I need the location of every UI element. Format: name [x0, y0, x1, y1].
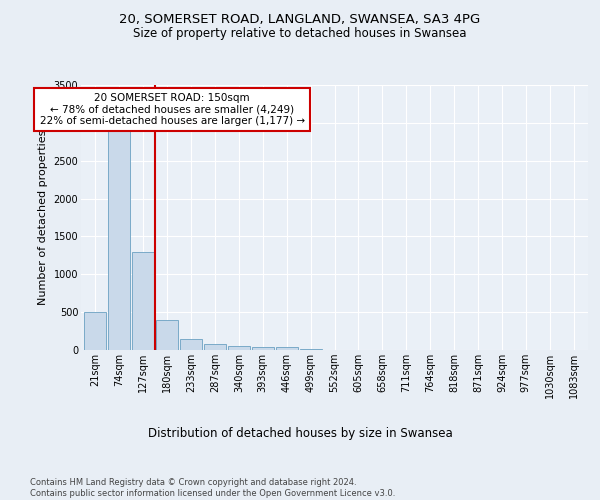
Y-axis label: Number of detached properties: Number of detached properties	[38, 130, 48, 305]
Text: 20 SOMERSET ROAD: 150sqm
← 78% of detached houses are smaller (4,249)
22% of sem: 20 SOMERSET ROAD: 150sqm ← 78% of detach…	[40, 93, 305, 126]
Bar	[108, 130, 130, 350]
Text: Contains HM Land Registry data © Crown copyright and database right 2024.
Contai: Contains HM Land Registry data © Crown c…	[30, 478, 395, 498]
Text: 20, SOMERSET ROAD, LANGLAND, SWANSEA, SA3 4PG: 20, SOMERSET ROAD, LANGLAND, SWANSEA, SA…	[119, 12, 481, 26]
Bar	[275, 348, 298, 350]
Text: Distribution of detached houses by size in Swansea: Distribution of detached houses by size …	[148, 428, 452, 440]
Bar	[156, 320, 178, 350]
Bar	[132, 252, 154, 350]
Bar	[252, 346, 274, 350]
Bar	[85, 312, 106, 350]
Bar	[180, 338, 202, 350]
Text: Size of property relative to detached houses in Swansea: Size of property relative to detached ho…	[133, 28, 467, 40]
Bar	[204, 344, 226, 350]
Bar	[228, 346, 250, 350]
